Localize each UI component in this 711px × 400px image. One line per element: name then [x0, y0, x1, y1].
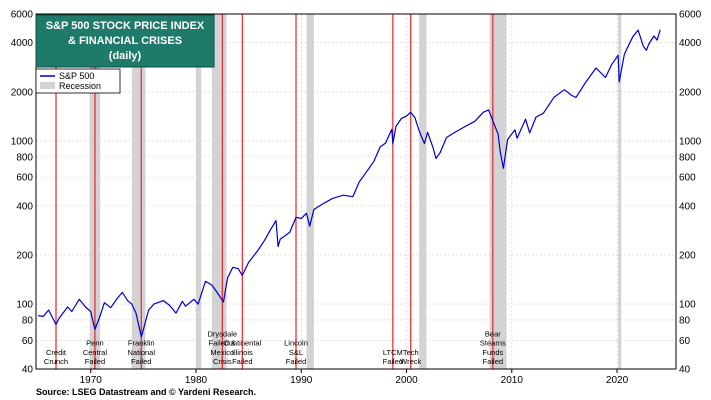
y-tick-label-right-9: 2000	[679, 87, 702, 98]
crisis-label-6: LTCM Failed	[383, 348, 403, 366]
y-tick-label-left-11: 6000	[11, 10, 34, 21]
title-line-3: (daily)	[109, 50, 142, 62]
recession-band-6	[489, 14, 507, 369]
y-tick-label-left-6: 600	[16, 173, 33, 184]
crisis-label-7: Tech Wreck	[400, 348, 421, 366]
y-tick-labels-left: 40 60 80 100 200 400 600 800 1000 2000 4000 6000	[11, 10, 34, 376]
title-box: S&P 500 STOCK PRICE INDEX & FINANCIAL CR…	[35, 14, 215, 68]
y-tick-label-right-0: 40	[679, 365, 691, 376]
y-tick-label-left-7: 800	[16, 152, 33, 163]
legend-swatch-recession	[40, 82, 55, 89]
x-tick-label-4: 2010	[501, 375, 524, 386]
y-tick-label-right-6: 600	[679, 173, 696, 184]
y-tick-label-left-4: 200	[16, 250, 33, 261]
recession-band-7	[618, 14, 622, 369]
crisis-lines	[55, 14, 494, 369]
recession-band-5	[419, 14, 427, 369]
sp500-line	[38, 29, 661, 338]
legend: S&P 500 Recession	[35, 68, 121, 94]
y-tick-label-right-11: 6000	[679, 10, 702, 21]
title-line-2: & FINANCIAL CRISES	[68, 35, 182, 47]
source-note: Source: LSEG Datastream and © Yardeni Re…	[36, 387, 256, 397]
y-tick-label-right-8: 1000	[679, 136, 702, 147]
y-tick-label-right-7: 800	[679, 152, 696, 163]
crisis-label-2: Franklin National Failed	[127, 339, 155, 366]
recession-band-4	[306, 14, 314, 369]
plot-frame	[35, 13, 677, 370]
x-tick-label-2: 1990	[290, 375, 313, 386]
crisis-label-1: Penn Central Failed	[83, 339, 108, 366]
x-tick-label-1: 1980	[185, 375, 208, 386]
legend-label-recession: Recession	[59, 81, 101, 91]
y-tick-label-left-9: 2000	[11, 87, 34, 98]
crisis-label-4: Continental Illinois Failed	[223, 339, 261, 366]
y-tick-label-right-2: 80	[679, 315, 691, 326]
y-tick-label-right-10: 4000	[679, 38, 702, 49]
y-tick-label-right-5: 400	[679, 201, 696, 212]
gridlines	[36, 13, 676, 370]
x-tick-label-5: 2020	[606, 375, 629, 386]
crisis-label-0: Credit Crunch	[44, 348, 68, 366]
x-tick-label-3: 2000	[395, 375, 418, 386]
legend-label-sp500: S&P 500	[59, 71, 94, 81]
x-tick-labels: 1970 1980 1990 2000 2010 2020	[80, 369, 629, 386]
y-tick-label-left-8: 1000	[11, 136, 34, 147]
y-tick-label-left-5: 400	[16, 201, 33, 212]
x-tick-label-0: 1970	[80, 375, 103, 386]
y-tick-label-right-4: 200	[679, 250, 696, 261]
recession-band-2	[196, 14, 202, 369]
y-tick-label-left-0: 40	[22, 365, 34, 376]
y-tick-label-right-3: 100	[679, 300, 696, 311]
y-tick-label-left-2: 80	[22, 315, 34, 326]
crisis-label-3: Drysdale Failed & Mexico Crisis	[208, 329, 238, 366]
title-line-1: S&P 500 STOCK PRICE INDEX	[46, 20, 205, 32]
crisis-label-8: Bear Stearns Funds Failed	[480, 329, 506, 366]
y-tick-label-right-1: 60	[679, 336, 691, 347]
recession-band-1	[131, 14, 146, 369]
y-tick-label-left-1: 60	[22, 336, 34, 347]
y-tick-label-left-3: 100	[16, 300, 33, 311]
y-tick-labels-right: 40 60 80 100 200 400 600 800 1000 2000 4000 6000	[679, 10, 702, 376]
crisis-labels: Credit Crunch Penn Central Failed Franklin Nat…	[44, 329, 506, 366]
y-tick-label-left-10: 4000	[11, 38, 34, 49]
crisis-label-5: Lincoln S&L Failed	[284, 339, 308, 366]
